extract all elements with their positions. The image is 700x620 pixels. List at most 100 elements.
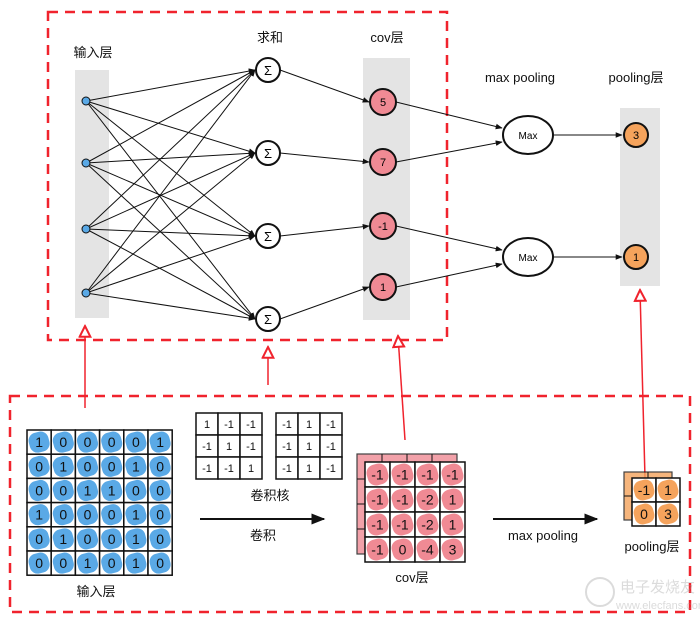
- cell-fill: [101, 431, 123, 453]
- cell-value: 0: [132, 434, 140, 450]
- cell-fill: [76, 455, 99, 477]
- cell-value: 0: [84, 434, 92, 450]
- input-node: [81, 158, 91, 168]
- cell-fill: [52, 431, 74, 453]
- cell-fill: [391, 463, 414, 486]
- layer-strip: [75, 70, 109, 318]
- edge: [85, 162, 256, 237]
- cell-value: 0: [35, 483, 43, 499]
- cell-value: 1: [226, 441, 232, 453]
- cell-value: 0: [399, 542, 407, 558]
- kernel-2: -1 1 -1 -1 1 -1 -1 1 -1: [275, 412, 343, 480]
- cell-fill: [416, 538, 439, 561]
- cell-fill: [441, 538, 464, 561]
- cell-fill: [52, 479, 74, 502]
- cell-value: -1: [371, 492, 384, 508]
- cell-value: -1: [326, 441, 336, 453]
- cell-value: 0: [84, 507, 92, 523]
- cell-fill: [149, 504, 171, 526]
- cell-value: -4: [421, 542, 434, 558]
- sum-symbol: Σ: [264, 63, 272, 78]
- pool-matrix: -1 10 3: [623, 471, 681, 527]
- cell-value: -1: [282, 419, 292, 431]
- pooling-layer-label: pooling层: [609, 70, 664, 85]
- pool-arrow-label: max pooling: [508, 528, 578, 543]
- cell-value: -1: [246, 441, 256, 453]
- cell-value: 1: [204, 419, 210, 431]
- cell-value: -1: [246, 419, 256, 431]
- pool-node: [623, 122, 649, 148]
- cell-fill: [76, 431, 99, 453]
- input-matrix: 1 0 0 0 0 10 1 0 0 1 00 0 1 1 0 01 0 0 0 1 00 1 0 0 1 00 0 1 0 1 0: [26, 429, 173, 576]
- cell-value: 1: [306, 441, 312, 453]
- edge: [279, 223, 370, 237]
- cell-value: 0: [156, 483, 164, 499]
- network-nodes: Σ Σ Σ Σ 5 7 -1 1 Max Max 3 1: [81, 57, 649, 332]
- cell-value: 0: [108, 507, 116, 523]
- edge: [85, 150, 256, 164]
- cell-value: -1: [224, 419, 234, 431]
- svg-text:电子发烧友: 电子发烧友: [620, 579, 695, 596]
- sum-node: [255, 140, 281, 166]
- cov-node: [369, 212, 397, 240]
- cell-value: 3: [449, 542, 457, 558]
- max-node-label: Max: [519, 131, 538, 142]
- cell-value: -1: [421, 467, 434, 483]
- cell-value: -1: [224, 463, 234, 475]
- pool-matrix-label: pooling层: [625, 539, 680, 554]
- edge: [85, 235, 256, 294]
- cell-fill: [52, 504, 74, 526]
- edge: [85, 69, 256, 164]
- cov-node-value: 1: [380, 282, 386, 294]
- cell-fill: [633, 479, 655, 501]
- matrices: 1 0 0 0 0 10 1 0 0 1 00 0 1 1 0 01 0 0 0 1 00 1 0 0 1 00 0 1 0 1 01 -1-…: [26, 412, 681, 576]
- cell-value: 0: [108, 434, 116, 450]
- cell-value: 1: [59, 458, 67, 474]
- cell-value: 1: [449, 517, 457, 533]
- cell-value: -2: [421, 517, 434, 533]
- edge: [85, 69, 256, 294]
- cell-fill: [76, 504, 99, 526]
- cell-fill: [366, 488, 389, 511]
- cell-value: 0: [156, 507, 164, 523]
- input-node: [81, 288, 91, 298]
- pool-node: [623, 244, 649, 270]
- cell-value: -1: [396, 517, 409, 533]
- cell-value: 1: [59, 531, 67, 547]
- cell-fill: [101, 504, 123, 526]
- cell-fill: [125, 504, 147, 526]
- cell-fill: [391, 513, 414, 536]
- cell-fill: [76, 552, 99, 574]
- edge: [395, 262, 503, 288]
- cell-fill: [101, 552, 123, 574]
- cov-node: [369, 88, 397, 116]
- cell-value: 1: [306, 463, 312, 475]
- cell-value: 1: [664, 482, 672, 498]
- cell-fill: [416, 463, 439, 486]
- cell-value: -2: [421, 492, 434, 508]
- cell-fill: [125, 431, 147, 453]
- cov-matrix-label: cov层: [395, 570, 428, 585]
- cell-value: 0: [59, 555, 67, 571]
- cell-value: -1: [371, 467, 384, 483]
- cell-fill: [125, 455, 147, 477]
- sum-layer-label: 求和: [257, 30, 283, 45]
- max-node-label: Max: [519, 253, 538, 264]
- pool-node-value: 1: [633, 252, 639, 264]
- cov-node-value: -1: [378, 221, 388, 233]
- sum-symbol: Σ: [264, 146, 272, 161]
- cell-fill: [149, 479, 171, 502]
- edge: [85, 152, 256, 294]
- cell-value: 0: [35, 555, 43, 571]
- cell-fill: [52, 455, 74, 477]
- cell-fill: [125, 479, 147, 502]
- cell-fill: [416, 513, 439, 536]
- cell-fill: [441, 488, 464, 511]
- sum-symbol: Σ: [264, 229, 272, 244]
- kernel-label: 卷积核: [250, 488, 289, 503]
- cell-value: 1: [84, 555, 92, 571]
- edge: [85, 228, 256, 239]
- red-arrow: [398, 336, 406, 441]
- cell-fill: [28, 431, 50, 453]
